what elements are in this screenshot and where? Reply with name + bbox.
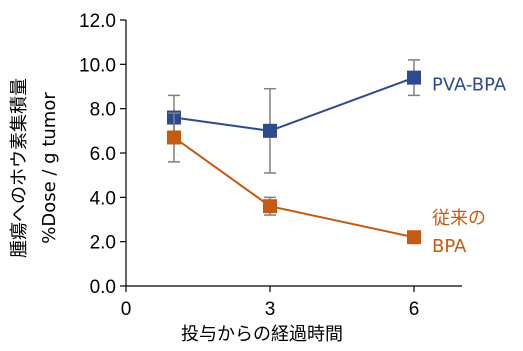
y-axis-label-line-1: 腫瘍へのホウ素集積量	[9, 78, 30, 258]
axes	[120, 19, 462, 292]
series-line	[173, 76, 415, 132]
series-label: 従来の	[432, 208, 486, 229]
series-label: PVA-BPA	[432, 75, 507, 96]
data-point	[167, 130, 181, 145]
y-axis-label-line-2: %Dose / g tumor	[39, 92, 60, 244]
x-tick-label: 3	[265, 299, 276, 320]
y-tick-label: 6.0	[90, 144, 116, 165]
x-axis-label: 投与からの経過時間	[181, 324, 343, 345]
y-axis-label: 腫瘍へのホウ素集積量 %Dose / g tumor	[9, 78, 60, 258]
x-tick-label: 6	[409, 299, 420, 320]
x-tick-label: 0	[121, 299, 132, 320]
data-point	[263, 123, 277, 138]
data-point	[407, 70, 421, 85]
series-line	[173, 136, 415, 239]
y-tick-label: 4.0	[90, 188, 116, 209]
tick-labels: 0.0 2.0 4.0 6.0 8.0 10.0 12.0 0 3 6	[79, 11, 419, 320]
y-tick-label: 10.0	[79, 55, 116, 76]
y-tick-label: 0.0	[90, 277, 116, 298]
series-0: PVA-BPA	[167, 59, 507, 174]
data-point	[407, 230, 421, 245]
data-point	[263, 199, 277, 214]
y-tick-label: 12.0	[79, 11, 116, 32]
y-tick-label: 2.0	[90, 233, 116, 254]
y-tick-label: 8.0	[90, 100, 116, 121]
series-1: 従来の BPA	[167, 112, 486, 257]
series-group: PVA-BPA 従来の BPA	[167, 59, 507, 257]
series-label: BPA	[432, 236, 467, 257]
